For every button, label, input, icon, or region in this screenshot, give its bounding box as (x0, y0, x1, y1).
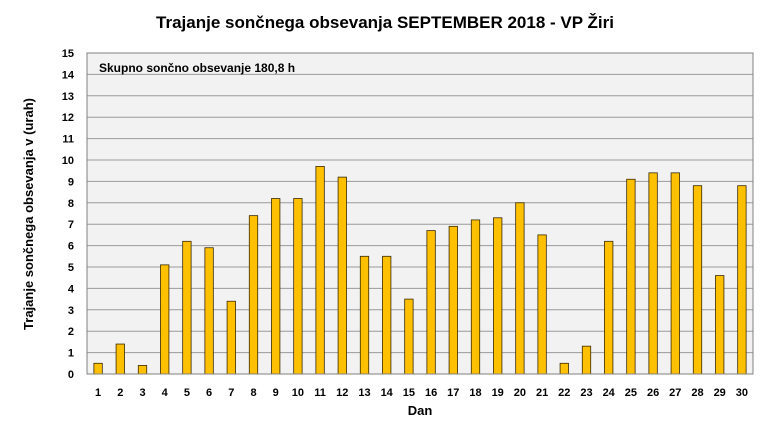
x-tick-label: 19 (492, 387, 504, 399)
y-axis-title: Trajanje sončnega obsevanja v (urah) (21, 98, 36, 330)
x-tick-label: 12 (336, 387, 348, 399)
bar-day-9 (271, 198, 281, 375)
x-tick-label: 28 (691, 387, 703, 399)
x-tick-label: 20 (514, 387, 526, 399)
x-tick-label: 29 (714, 387, 726, 399)
bar-day-19 (493, 217, 503, 375)
bar-day-26 (648, 172, 658, 375)
x-tick-label: 5 (184, 387, 190, 399)
bar-day-21 (537, 234, 547, 375)
bar-day-23 (581, 345, 592, 375)
x-tick-label: 16 (425, 387, 437, 399)
bar-day-30 (737, 185, 747, 375)
bar-day-18 (470, 219, 481, 375)
bar-day-5 (182, 240, 192, 375)
y-tick-label: 7 (68, 219, 74, 231)
bar-day-11 (315, 166, 325, 375)
y-tick-label: 8 (68, 198, 74, 210)
x-tick-label: 1 (95, 387, 101, 399)
y-tick-label: 5 (68, 262, 74, 274)
bar-day-16 (426, 230, 436, 375)
x-tick-label: 24 (603, 387, 616, 399)
x-tick-labels: 1 2 3 4 5 6 7 8 9 10 11 12 13 14 15 16 17 18 19 20 21 22 23 24 2… (95, 387, 748, 399)
chart-title: Trajanje sončnega obsevanja SEPTEMBER 20… (156, 13, 614, 32)
x-tick-label: 10 (292, 387, 304, 399)
bar-day-14 (382, 255, 392, 375)
x-tick-label: 21 (536, 387, 548, 399)
bar-day-25 (626, 178, 636, 375)
bar-day-24 (604, 240, 614, 375)
x-tick-label: 15 (403, 387, 415, 399)
y-tick-label: 2 (68, 326, 74, 338)
y-tick-label: 1 (68, 348, 74, 360)
bar-day-3 (137, 365, 148, 375)
y-tick-label: 10 (62, 155, 74, 167)
x-tick-label: 23 (580, 387, 592, 399)
x-tick-label: 7 (228, 387, 234, 399)
x-axis-title: Dan (408, 403, 433, 418)
x-tick-label: 14 (381, 387, 394, 399)
y-tick-label: 15 (62, 48, 74, 60)
bar-day-28 (692, 185, 703, 375)
bar-day-22 (559, 362, 569, 375)
x-tick-label: 9 (273, 387, 279, 399)
bar-day-17 (448, 225, 458, 375)
plot-border (86, 52, 754, 375)
plot-area (87, 53, 753, 374)
y-tick-label: 11 (62, 134, 74, 146)
y-tick-label: 3 (68, 305, 74, 317)
y-tick-label: 12 (62, 112, 74, 124)
x-tick-label: 8 (250, 387, 256, 399)
x-tick-label: 27 (669, 387, 681, 399)
x-tick-label: 13 (358, 387, 370, 399)
y-tick-label: 0 (68, 369, 74, 381)
bar-day-2 (115, 343, 125, 375)
x-tick-label: 18 (469, 387, 481, 399)
bar-day-6 (204, 247, 214, 375)
y-tick-label: 6 (68, 241, 74, 253)
bar-day-29 (715, 275, 725, 375)
x-tick-label: 25 (625, 387, 637, 399)
x-tick-label: 22 (558, 387, 570, 399)
y-tick-label: 4 (68, 283, 75, 295)
bar-day-15 (404, 298, 414, 375)
x-tick-label: 4 (162, 387, 169, 399)
y-tick-label: 14 (62, 69, 75, 81)
bar-day-13 (359, 255, 370, 375)
x-tick-label: 11 (314, 387, 326, 399)
x-tick-label: 2 (117, 387, 123, 399)
bar-day-1 (93, 362, 103, 375)
bar-day-7 (226, 300, 236, 375)
x-tick-label: 30 (736, 387, 748, 399)
bar-day-12 (337, 176, 347, 375)
bar-day-10 (293, 198, 303, 375)
x-tick-label: 6 (206, 387, 212, 399)
bar-day-20 (515, 202, 525, 375)
y-tick-label: 9 (68, 176, 74, 188)
total-annotation: Skupno sončno obsevanje 180,8 h (99, 61, 295, 75)
x-tick-label: 26 (647, 387, 659, 399)
x-tick-label: 17 (447, 387, 459, 399)
bar-day-4 (160, 264, 170, 375)
bar-day-8 (248, 215, 259, 375)
grid-lines (87, 73, 753, 354)
bar-day-27 (670, 172, 680, 375)
x-tick-label: 3 (139, 387, 145, 399)
y-tick-label: 13 (62, 91, 74, 103)
bars (93, 166, 747, 375)
